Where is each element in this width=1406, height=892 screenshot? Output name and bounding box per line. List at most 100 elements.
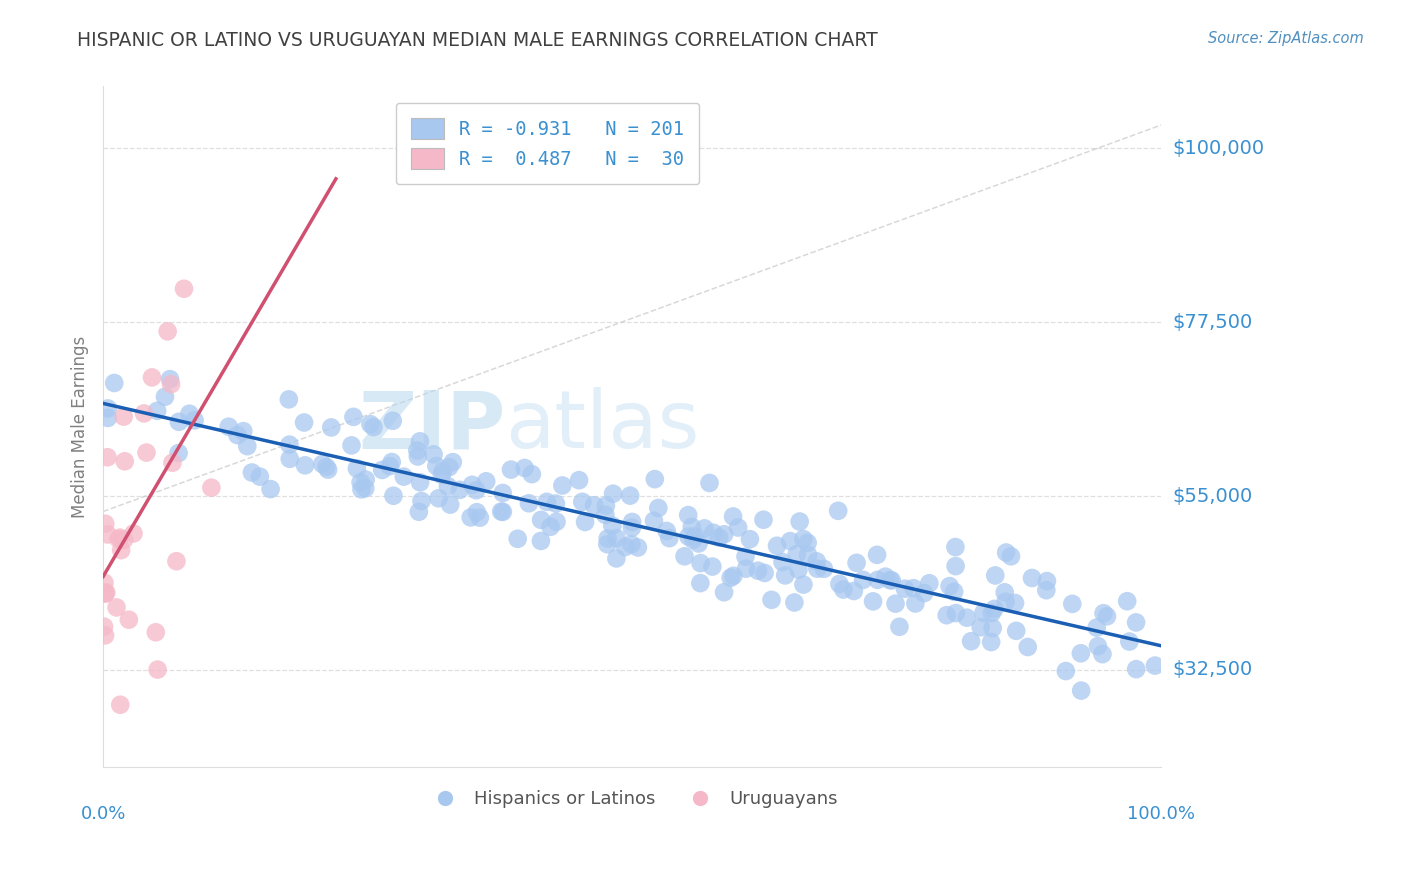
Point	[340, 438, 363, 452]
Point	[676, 508, 699, 522]
Point	[1035, 583, 1057, 598]
Point	[969, 620, 991, 634]
Point	[806, 554, 828, 568]
Point	[492, 505, 515, 519]
Point	[292, 416, 315, 430]
Point	[621, 515, 644, 529]
Point	[602, 518, 624, 533]
Point	[980, 606, 1002, 620]
Point	[984, 568, 1007, 582]
Point	[727, 520, 749, 534]
Point	[315, 459, 337, 474]
Point	[513, 461, 536, 475]
Point	[894, 582, 917, 596]
Point	[880, 574, 903, 588]
Point	[551, 478, 574, 492]
Point	[678, 529, 700, 543]
Point	[766, 539, 789, 553]
Point	[97, 410, 120, 425]
Point	[761, 592, 783, 607]
Point	[707, 531, 730, 545]
Point	[960, 634, 983, 648]
Point	[132, 406, 155, 420]
Text: $55,000: $55,000	[1173, 486, 1253, 506]
Point	[167, 446, 190, 460]
Point	[832, 582, 855, 597]
Point	[468, 510, 491, 524]
Point	[546, 515, 568, 529]
Point	[1095, 609, 1118, 624]
Point	[359, 417, 381, 432]
Point	[427, 491, 450, 506]
Point	[437, 479, 460, 493]
Point	[994, 595, 1017, 609]
Point	[602, 486, 624, 500]
Legend: Hispanics or Latinos, Uruguayans: Hispanics or Latinos, Uruguayans	[419, 783, 845, 815]
Point	[945, 540, 967, 554]
Point	[1000, 549, 1022, 564]
Point	[437, 460, 460, 475]
Point	[173, 282, 195, 296]
Point	[752, 513, 775, 527]
Point	[981, 621, 1004, 635]
Point	[540, 520, 562, 534]
Point	[595, 499, 617, 513]
Point	[862, 594, 884, 608]
Point	[110, 543, 132, 558]
Point	[145, 625, 167, 640]
Point	[103, 376, 125, 390]
Text: $100,000: $100,000	[1173, 138, 1264, 158]
Point	[146, 663, 169, 677]
Point	[1017, 640, 1039, 654]
Point	[506, 532, 529, 546]
Point	[995, 545, 1018, 559]
Point	[596, 537, 619, 551]
Point	[141, 370, 163, 384]
Point	[1125, 662, 1147, 676]
Point	[381, 455, 404, 469]
Point	[165, 554, 187, 568]
Point	[658, 531, 681, 545]
Point	[1118, 634, 1140, 648]
Point	[787, 563, 810, 577]
Point	[713, 585, 735, 599]
Point	[1087, 639, 1109, 653]
Point	[792, 577, 814, 591]
Point	[806, 562, 828, 576]
Point	[342, 409, 364, 424]
Point	[792, 532, 814, 546]
Point	[465, 505, 488, 519]
Point	[94, 586, 117, 600]
Point	[97, 401, 120, 416]
Point	[620, 537, 643, 551]
Point	[489, 504, 512, 518]
Text: Source: ZipAtlas.com: Source: ZipAtlas.com	[1208, 31, 1364, 46]
Point	[475, 475, 498, 489]
Point	[409, 475, 432, 490]
Point	[411, 494, 433, 508]
Point	[406, 450, 429, 464]
Point	[392, 469, 415, 483]
Point	[200, 481, 222, 495]
Point	[1004, 596, 1026, 610]
Point	[240, 466, 263, 480]
Point	[422, 447, 444, 461]
Point	[734, 549, 756, 564]
Text: HISPANIC OR LATINO VS URUGUAYAN MEDIAN MALE EARNINGS CORRELATION CHART: HISPANIC OR LATINO VS URUGUAYAN MEDIAN M…	[77, 31, 879, 50]
Point	[499, 462, 522, 476]
Point	[441, 455, 464, 469]
Point	[226, 428, 249, 442]
Point	[544, 497, 567, 511]
Point	[1005, 624, 1028, 638]
Point	[721, 509, 744, 524]
Point	[162, 456, 184, 470]
Point	[97, 527, 120, 541]
Point	[371, 463, 394, 477]
Point	[1091, 647, 1114, 661]
Point	[408, 505, 430, 519]
Point	[321, 420, 343, 434]
Point	[568, 473, 591, 487]
Point	[1143, 658, 1166, 673]
Point	[689, 576, 711, 591]
Point	[683, 529, 706, 543]
